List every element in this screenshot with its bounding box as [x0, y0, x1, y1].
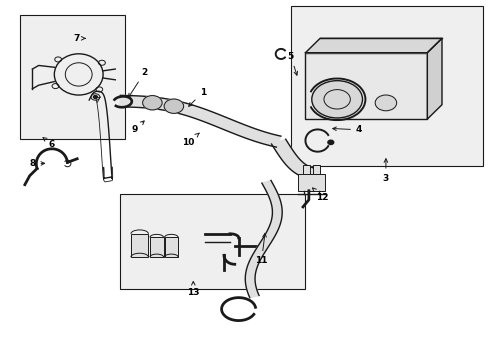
Polygon shape — [427, 39, 441, 119]
Polygon shape — [120, 95, 280, 147]
Bar — [305, 53, 427, 119]
Bar — [290, 6, 483, 166]
Polygon shape — [271, 139, 315, 179]
Text: 2: 2 — [128, 68, 147, 97]
Bar — [20, 15, 125, 139]
Polygon shape — [305, 39, 441, 53]
Text: 12: 12 — [312, 188, 328, 202]
Circle shape — [142, 96, 162, 110]
Text: 8: 8 — [29, 159, 44, 168]
Circle shape — [374, 95, 396, 111]
Text: 10: 10 — [182, 133, 199, 147]
Polygon shape — [245, 180, 282, 298]
Circle shape — [311, 81, 362, 118]
Bar — [303, 165, 310, 174]
Circle shape — [327, 140, 333, 144]
Bar — [312, 165, 320, 174]
Text: 5: 5 — [287, 52, 297, 75]
Bar — [164, 237, 178, 257]
Circle shape — [93, 95, 97, 98]
Circle shape — [164, 99, 183, 113]
Text: 3: 3 — [382, 159, 388, 183]
Text: 7: 7 — [73, 34, 85, 43]
Bar — [131, 234, 148, 257]
Text: 4: 4 — [332, 125, 362, 134]
Text: 1: 1 — [188, 87, 206, 106]
Bar — [150, 237, 163, 257]
Text: 11: 11 — [255, 233, 267, 265]
Bar — [120, 194, 305, 289]
Text: 13: 13 — [187, 282, 199, 297]
Bar — [298, 174, 325, 191]
Text: 9: 9 — [131, 121, 144, 134]
Text: 6: 6 — [43, 138, 55, 149]
